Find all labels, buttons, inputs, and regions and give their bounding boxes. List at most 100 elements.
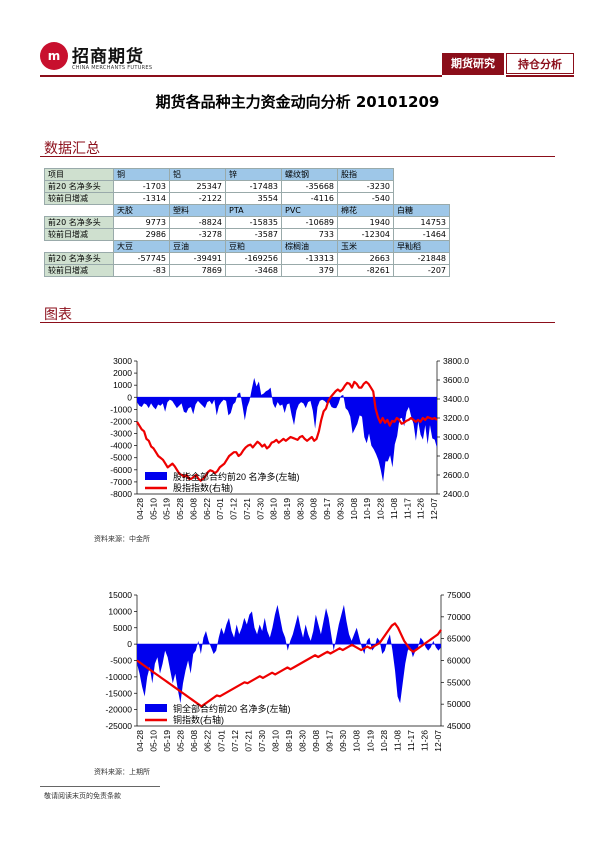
x-axis-tick-label: 07-12 xyxy=(229,498,239,520)
table-cell: -2122 xyxy=(169,192,226,205)
legend-label-area: 铜全部合约前20 名净多(左轴) xyxy=(173,703,291,714)
table-cell: -1464 xyxy=(393,228,450,241)
table-row: 前20 名净多头 9773 -8824 -15835 -10689 1940 14753 xyxy=(44,216,450,229)
x-axis-tick-label: 07-21 xyxy=(243,730,253,752)
table-cell: -3230 xyxy=(337,180,394,193)
table-row: 较前日增减 2986 -3278 -3587 733 -12304 -1464 xyxy=(44,228,450,241)
table-cell: 9773 xyxy=(113,216,170,229)
table-cell: -57745 xyxy=(113,252,170,265)
table-cell: 25347 xyxy=(169,180,226,193)
company-logo: m 招商期货 CHINA MERCHANTS FUTURES xyxy=(40,40,170,80)
right-axis-tick-label: 2600.0 xyxy=(443,470,469,480)
x-axis-tick-label: 07-30 xyxy=(257,730,267,752)
header-rule xyxy=(40,75,442,77)
series-line-index xyxy=(136,380,438,482)
table-cell: -21848 xyxy=(393,252,450,265)
table-header-cell: 白糖 xyxy=(393,204,450,217)
x-axis-tick-label: 12-07 xyxy=(429,498,439,520)
left-axis-tick-label: 2000 xyxy=(113,368,132,378)
table-header-cell: 早籼稻 xyxy=(393,240,450,253)
section-title-summary: 数据汇总 xyxy=(44,141,100,157)
right-axis-tick-label: 3800.0 xyxy=(443,356,469,366)
series-line-index xyxy=(136,622,442,708)
left-axis-tick-label: -4000 xyxy=(110,441,132,451)
x-axis-tick-label: 07-12 xyxy=(230,730,240,752)
table-blank-cell xyxy=(45,241,114,253)
x-axis-tick-label: 09-30 xyxy=(338,730,348,752)
table-cell: 3554 xyxy=(225,192,282,205)
table-cell: -13313 xyxy=(281,252,338,265)
chart1-source: 资料来源：中金所 xyxy=(94,535,150,543)
logo-text-en: CHINA MERCHANTS FUTURES xyxy=(72,65,153,71)
table-cell: -8824 xyxy=(169,216,226,229)
series-area-net-position xyxy=(137,604,441,704)
table-header-cell: 项目 xyxy=(44,168,114,181)
left-axis-tick-label: 0 xyxy=(127,392,132,402)
table-cell: -83 xyxy=(113,264,170,277)
table-cell: -35668 xyxy=(281,180,338,193)
table-row: 前20 名净多头 -57745 -39491 -169256 -13313 2663 -21… xyxy=(44,252,450,265)
x-axis-tick-label: 05-10 xyxy=(149,730,159,752)
x-axis-tick-label: 05-28 xyxy=(175,498,185,520)
table-header-cell: 锌 xyxy=(225,168,282,181)
table-cell: 733 xyxy=(281,228,338,241)
x-axis-tick-label: 10-08 xyxy=(352,730,362,752)
logo-text-cn: 招商期货 xyxy=(72,47,144,67)
left-axis-tick-label: -25000 xyxy=(106,721,133,731)
left-axis-tick-label: -15000 xyxy=(106,688,133,698)
x-axis-tick-label: 08-10 xyxy=(269,498,279,520)
table-header-cell: 铜 xyxy=(113,168,170,181)
left-axis-tick-label: -5000 xyxy=(110,453,132,463)
page-title: 期货各品种主力资金动向分析 20101209 xyxy=(155,93,440,111)
x-axis-tick-label: 08-30 xyxy=(295,498,305,520)
table-header-cell: PVC xyxy=(281,204,338,217)
x-axis-tick-label: 09-17 xyxy=(322,498,332,520)
table-blank-cell xyxy=(45,205,114,217)
tab-research: 期货研究 xyxy=(442,53,504,75)
x-axis-tick-label: 08-10 xyxy=(270,730,280,752)
table-cell: -4116 xyxy=(281,192,338,205)
chart-stock-index-positions: 3000 2000 1000 0 -1000 -2000 -3000 -4000 -5000 -6… xyxy=(110,356,469,520)
left-axis-tick-label: 1000 xyxy=(113,380,132,390)
table-row-label: 较前日增减 xyxy=(44,228,114,241)
section-rule xyxy=(40,322,555,323)
right-axis-tick-label: 3400.0 xyxy=(443,394,469,404)
x-axis-tick-label: 09-08 xyxy=(311,730,321,752)
x-axis-tick-label: 11-26 xyxy=(419,730,429,751)
x-axis-tick-label: 09-08 xyxy=(309,498,319,520)
left-axis-tick-label: 3000 xyxy=(113,356,132,366)
table-cell: 14753 xyxy=(393,216,450,229)
table-cell: -15835 xyxy=(225,216,282,229)
table-cell: -3278 xyxy=(169,228,226,241)
legend-label-line: 铜指数(右轴) xyxy=(173,714,224,725)
table-cell: -169256 xyxy=(225,252,282,265)
left-axis-tick-label: -5000 xyxy=(110,656,132,666)
right-axis-tick-label: 50000 xyxy=(447,699,471,709)
left-axis-tick-label: 0 xyxy=(127,639,132,649)
logo-mark: m xyxy=(40,42,68,70)
table-cell: 379 xyxy=(281,264,338,277)
legend-swatch-area xyxy=(145,704,167,712)
table-header-row: 项目铜铝锌螺纹钢 股指 xyxy=(44,168,450,181)
x-axis-tick-label: 05-19 xyxy=(162,730,172,752)
right-axis-tick-label: 3200.0 xyxy=(443,413,469,423)
table-row-label: 前20 名净多头 xyxy=(44,216,114,229)
x-axis-tick-label: 09-30 xyxy=(335,498,345,520)
chart2-source: 资料来源：上期所 xyxy=(94,768,150,776)
left-axis-tick-label: 10000 xyxy=(108,606,132,616)
footer-rule xyxy=(40,786,160,787)
left-axis-tick-label: -3000 xyxy=(110,429,132,439)
left-axis-tick-label: -7000 xyxy=(110,477,132,487)
x-axis-tick-label: 05-10 xyxy=(148,498,158,520)
tab-position-analysis: 持仓分析 xyxy=(506,53,574,74)
right-axis-tick-label: 2800.0 xyxy=(443,451,469,461)
table-header-cell: 玉米 xyxy=(337,240,394,253)
table-cell: 7869 xyxy=(169,264,226,277)
x-axis-tick-label: 11-08 xyxy=(392,730,402,751)
x-axis-tick-label: 10-08 xyxy=(349,498,359,520)
table-cell: -8261 xyxy=(337,264,394,277)
table-row-label: 前20 名净多头 xyxy=(44,252,114,265)
x-axis-tick-label: 06-08 xyxy=(188,498,198,520)
table-row-label: 较前日增减 xyxy=(44,192,114,205)
table-header-cell: 天胶 xyxy=(113,204,170,217)
